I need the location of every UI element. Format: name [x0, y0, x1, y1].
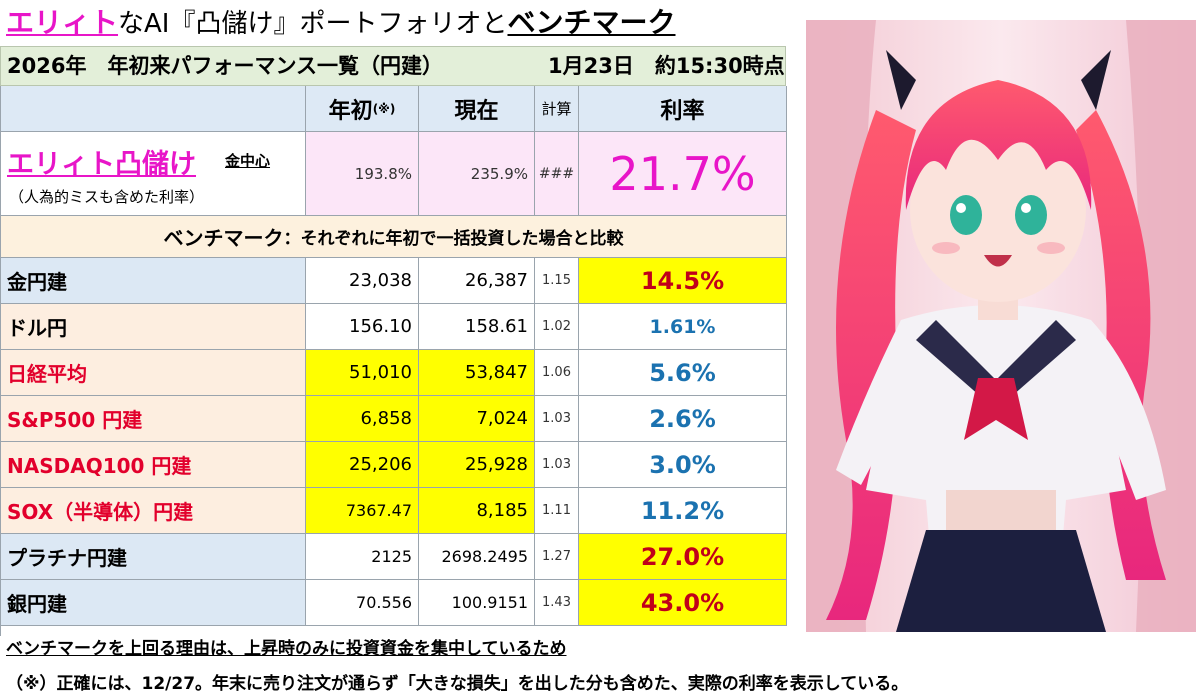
row-start: 70.556 — [306, 580, 419, 626]
main-row-name-cell: エリィト凸儲け 金中心 （人為的ミスも含めた利率） — [1, 132, 306, 216]
row-rate: 5.6% — [579, 350, 787, 396]
subheader-bar: 2026年 年初来パフォーマンス一覧（円建） 1月23日 約15:30時点 — [0, 46, 786, 86]
row-now: 100.9151 — [419, 580, 535, 626]
row-start: 2125 — [306, 534, 419, 580]
main-row-note: （人為的ミスも含めた利率） — [9, 188, 205, 206]
row-calc: 1.11 — [535, 488, 579, 534]
row-calc: 1.03 — [535, 396, 579, 442]
header-blank — [1, 86, 306, 132]
benchmark-banner-desc: ：それぞれに年初で一括投資した場合と比較 — [283, 229, 624, 249]
main-row-now: 235.9% — [419, 132, 535, 216]
subheader-left: 2026年 年初来パフォーマンス一覧（円建） — [7, 54, 444, 78]
row-rate: 27.0% — [579, 534, 787, 580]
subheader-right: 1月23日 約15:30時点 — [548, 54, 785, 78]
main-row-calc: ### — [535, 132, 579, 216]
row-label: 金円建 — [1, 258, 306, 304]
row-now: 8,185 — [419, 488, 535, 534]
benchmark-banner-title: ベンチマーク — [163, 226, 284, 250]
row-now: 158.61 — [419, 304, 535, 350]
title-benchmark: ベンチマーク — [507, 6, 676, 39]
header-start-label: 年初 — [328, 98, 373, 124]
row-rate: 3.0% — [579, 442, 787, 488]
row-label: SOX（半導体）円建 — [1, 488, 306, 534]
header-start: 年初 (※) — [306, 86, 419, 132]
row-rate: 1.61% — [579, 304, 787, 350]
row-rate: 43.0% — [579, 580, 787, 626]
main-row-name: エリィト凸儲け — [7, 149, 196, 180]
row-now: 7,024 — [419, 396, 535, 442]
header-start-note: (※) — [372, 101, 396, 116]
row-label: 日経平均 — [1, 350, 306, 396]
footer-reason-text: ベンチマークを上回る理由は、上昇時のみに投資資金を集中しているため — [6, 639, 567, 659]
row-start: 23,038 — [306, 258, 419, 304]
row-rate: 14.5% — [579, 258, 787, 304]
row-start: 51,010 — [306, 350, 419, 396]
row-now: 2698.2495 — [419, 534, 535, 580]
row-now: 26,387 — [419, 258, 535, 304]
footer-reason: ベンチマークを上回る理由は、上昇時のみに投資資金を集中しているため — [0, 636, 800, 662]
row-calc: 1.03 — [535, 442, 579, 488]
anime-girl-image — [806, 20, 1196, 632]
row-calc: 1.02 — [535, 304, 579, 350]
row-label: プラチナ円建 — [1, 534, 306, 580]
footer-note: （※）正確には、12/27。年末に売り注文が通らず「大きな損失」を出した分も含め… — [6, 674, 909, 694]
row-calc: 1.06 — [535, 350, 579, 396]
character-illustration — [806, 20, 1196, 632]
header-now: 現在 — [419, 86, 535, 132]
row-start: 156.10 — [306, 304, 419, 350]
row-label: 銀円建 — [1, 580, 306, 626]
title-middle: なAI『凸儲け』ポートフォリオと — [118, 9, 508, 39]
main-row-rate: 21.7% — [579, 132, 787, 216]
title-brand: エリィト — [6, 6, 119, 39]
row-calc: 1.15 — [535, 258, 579, 304]
row-now: 25,928 — [419, 442, 535, 488]
row-calc: 1.43 — [535, 580, 579, 626]
row-now: 53,847 — [419, 350, 535, 396]
row-label: NASDAQ100 円建 — [1, 442, 306, 488]
row-rate: 11.2% — [579, 488, 787, 534]
row-label: ドル円 — [1, 304, 306, 350]
main-row-start: 193.8% — [306, 132, 419, 216]
row-calc: 1.27 — [535, 534, 579, 580]
header-calc: 計算 — [535, 86, 579, 132]
row-start: 6,858 — [306, 396, 419, 442]
benchmark-banner: ベンチマーク ：それぞれに年初で一括投資した場合と比較 — [1, 216, 787, 258]
performance-table: 年初 (※) 現在 計算 利率 エリィト凸儲け 金中心 （人為的ミスも含めた利率）… — [0, 86, 787, 636]
page-title: エリィトなAI『凸儲け』ポートフォリオとベンチマーク — [0, 0, 800, 46]
row-start: 7367.47 — [306, 488, 419, 534]
row-start: 25,206 — [306, 442, 419, 488]
row-label: S&P500 円建 — [1, 396, 306, 442]
row-rate: 2.6% — [579, 396, 787, 442]
main-row-tag: 金中心 — [225, 152, 271, 170]
header-rate: 利率 — [579, 86, 787, 132]
